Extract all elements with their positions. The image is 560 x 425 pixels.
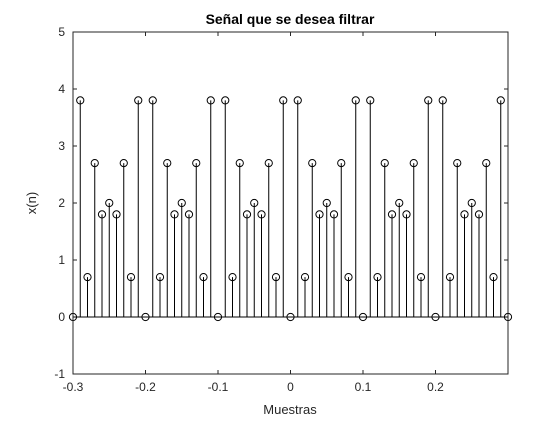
stem-marker bbox=[344, 273, 353, 282]
stem-marker bbox=[206, 96, 215, 105]
x-tick-label: -0.3 bbox=[63, 380, 84, 394]
stem-marker bbox=[271, 273, 281, 282]
stem-marker bbox=[431, 312, 440, 322]
stem-marker bbox=[134, 96, 143, 105]
marker-group bbox=[68, 96, 513, 322]
stem-marker bbox=[286, 312, 295, 322]
y-axis-label: x(n) bbox=[24, 192, 39, 214]
stem-marker bbox=[90, 159, 99, 168]
stem-marker bbox=[445, 273, 455, 282]
y-tick-label: -1 bbox=[54, 367, 65, 381]
stem-marker bbox=[170, 210, 179, 219]
stem-marker bbox=[337, 159, 346, 168]
plot-frame bbox=[72, 31, 509, 375]
stem-marker bbox=[163, 159, 172, 168]
stem-marker bbox=[177, 198, 186, 208]
x-tick-label: -0.2 bbox=[135, 380, 156, 394]
stem-marker bbox=[424, 96, 433, 105]
stem-marker bbox=[402, 210, 411, 219]
stem-marker bbox=[126, 273, 136, 282]
stem-marker bbox=[264, 159, 273, 168]
x-axis-label: Muestras bbox=[263, 402, 317, 417]
stem-marker bbox=[315, 210, 324, 219]
stem-marker bbox=[489, 273, 498, 282]
stem-marker bbox=[148, 96, 157, 105]
stem-marker bbox=[351, 96, 360, 105]
stem-marker bbox=[141, 312, 150, 322]
stem-marker bbox=[322, 198, 331, 208]
y-tick-label: 4 bbox=[58, 82, 65, 96]
stem-marker bbox=[155, 273, 165, 282]
y-tick-label: 1 bbox=[58, 253, 65, 267]
stem-marker bbox=[221, 96, 230, 105]
stem-marker bbox=[387, 210, 397, 219]
stem-marker bbox=[184, 210, 194, 219]
stem-marker bbox=[250, 198, 259, 208]
x-tick-label: 0.2 bbox=[427, 380, 444, 394]
stem-marker bbox=[257, 210, 266, 219]
stem-marker bbox=[373, 273, 382, 282]
stem-marker bbox=[453, 159, 462, 168]
stem-marker bbox=[112, 210, 121, 219]
stem-marker bbox=[474, 210, 484, 219]
y-tick-label: 2 bbox=[58, 196, 65, 210]
stem-marker bbox=[496, 96, 505, 105]
stem-marker bbox=[119, 159, 128, 168]
stem-marker bbox=[293, 96, 302, 105]
stem-marker bbox=[199, 273, 208, 282]
stem-marker bbox=[409, 159, 418, 168]
stem-marker bbox=[482, 159, 491, 168]
x-tick-label: 0 bbox=[287, 380, 294, 394]
stem-marker bbox=[329, 210, 339, 219]
stem-marker bbox=[300, 273, 310, 282]
x-tick-label: -0.1 bbox=[208, 380, 229, 394]
stem-marker bbox=[192, 159, 201, 168]
stem-marker bbox=[279, 96, 288, 105]
stem-marker bbox=[213, 312, 223, 322]
tick-label-group: -0.3 -0.2 -0.1 0 0.1 0.2 -1 0 1 2 3 4 5 bbox=[54, 25, 444, 394]
stem-marker bbox=[366, 96, 375, 105]
stem-marker bbox=[395, 198, 404, 208]
stem-marker bbox=[83, 273, 92, 282]
stem-marker bbox=[242, 210, 252, 219]
y-tick-label: 5 bbox=[58, 25, 65, 39]
stem-marker bbox=[380, 159, 389, 168]
x-tick-label: 0.1 bbox=[355, 380, 372, 394]
stem-group bbox=[79, 100, 502, 317]
stem-marker bbox=[358, 312, 368, 322]
stem-marker bbox=[105, 198, 114, 208]
y-tick-label: 3 bbox=[58, 139, 65, 153]
stem-marker bbox=[467, 198, 476, 208]
stem-marker bbox=[438, 96, 447, 105]
y-tick-label: 0 bbox=[58, 310, 65, 324]
chart-title: Señal que se desea filtrar bbox=[206, 11, 375, 27]
stem-marker bbox=[76, 96, 85, 105]
stem-marker bbox=[97, 210, 107, 219]
stem-marker bbox=[416, 273, 426, 282]
stem-marker bbox=[235, 159, 244, 168]
stem-marker bbox=[228, 273, 237, 282]
stem-marker bbox=[460, 210, 469, 219]
stem-marker bbox=[308, 159, 317, 168]
